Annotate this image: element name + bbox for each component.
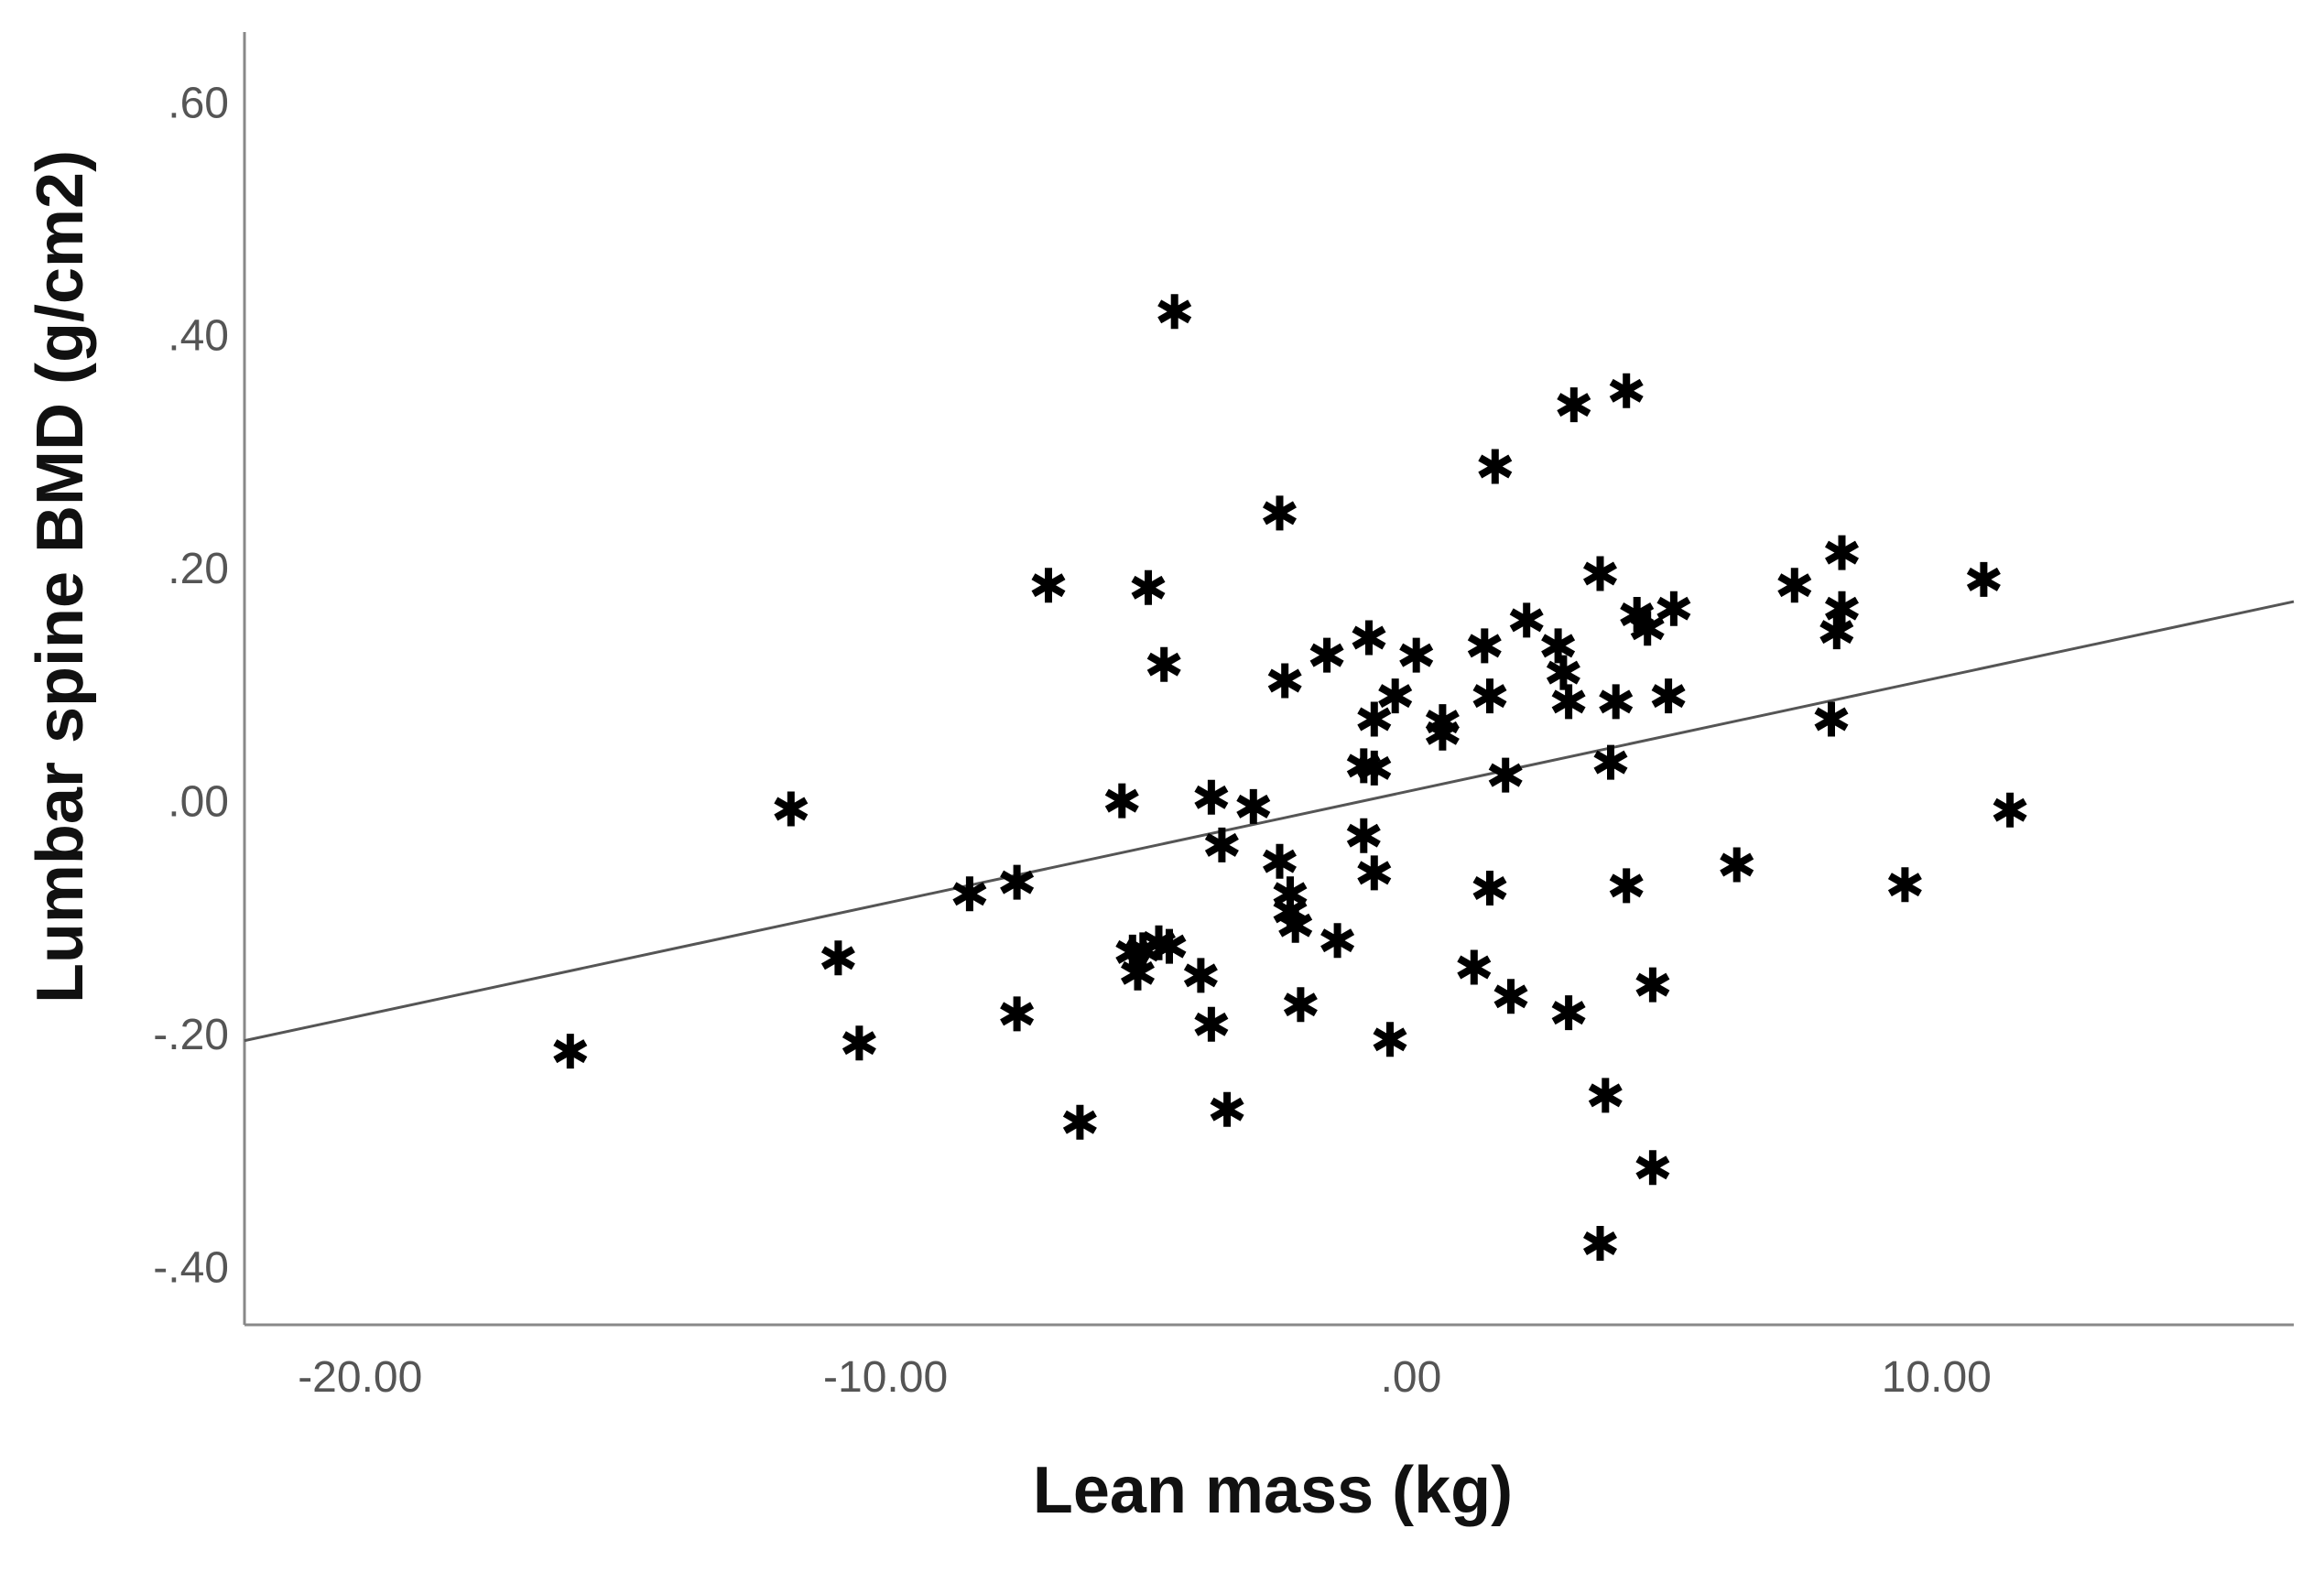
data-point	[844, 1025, 874, 1060]
x-axis-tick-labels: -20.00 -10.00 .00 10.00	[298, 1353, 1992, 1402]
data-point	[1265, 495, 1295, 530]
data-point	[1186, 958, 1216, 992]
data-point	[1134, 570, 1164, 605]
data-point	[1554, 684, 1584, 719]
data-point	[1612, 868, 1642, 903]
data-point	[1491, 758, 1521, 793]
data-point	[1480, 450, 1510, 484]
data-point	[1238, 789, 1268, 824]
data-point	[1637, 968, 1667, 1003]
y-tick-label: -.40	[153, 1243, 229, 1292]
data-point	[1591, 1078, 1621, 1112]
data-point	[1286, 987, 1316, 1022]
data-point	[1779, 568, 1809, 602]
data-points	[555, 294, 2025, 1261]
y-tick-label: .00	[168, 778, 229, 827]
data-point	[1512, 602, 1542, 637]
data-point	[1196, 1007, 1226, 1042]
data-point	[1612, 374, 1642, 408]
x-tick-label: -10.00	[823, 1353, 948, 1402]
data-point	[1817, 702, 1847, 737]
data-point	[1123, 956, 1153, 991]
data-point	[1890, 867, 1920, 902]
data-point	[1375, 1022, 1406, 1057]
regression-fit-line	[244, 600, 2295, 1043]
data-point	[1270, 664, 1300, 699]
data-point	[1034, 568, 1064, 602]
data-point	[1470, 628, 1500, 663]
data-point	[555, 1034, 585, 1068]
x-tick-label: 10.00	[1882, 1353, 1992, 1402]
data-point	[823, 940, 853, 975]
data-point	[1322, 923, 1352, 958]
data-point	[1107, 784, 1137, 819]
data-point	[1585, 557, 1615, 591]
y-tick-label: .60	[168, 79, 229, 127]
data-point	[1821, 614, 1852, 649]
data-point	[1475, 871, 1505, 905]
data-point	[1349, 819, 1379, 853]
y-axis-title: Lumbar spine BMD (g/cm2)	[24, 150, 97, 1003]
data-point	[1995, 793, 2025, 828]
data-point	[1969, 562, 1999, 597]
data-point	[1548, 656, 1579, 690]
data-point	[1827, 536, 1857, 570]
data-point	[1002, 865, 1032, 900]
data-point	[1065, 1105, 1095, 1140]
data-point	[1359, 855, 1389, 890]
data-point	[1543, 628, 1573, 663]
data-point	[1159, 294, 1189, 329]
data-point	[1554, 995, 1584, 1030]
data-point	[1637, 1150, 1667, 1185]
data-point	[1149, 647, 1179, 682]
data-point	[1312, 638, 1342, 673]
data-point	[1496, 979, 1526, 1014]
data-point	[1601, 684, 1631, 719]
data-point	[1558, 387, 1589, 422]
data-point	[1721, 848, 1752, 883]
data-point	[1401, 638, 1431, 673]
data-point	[1459, 950, 1489, 985]
data-point	[776, 792, 806, 827]
data-point	[1212, 1092, 1243, 1127]
data-point	[1380, 678, 1410, 713]
y-tick-label: -.20	[153, 1011, 229, 1059]
data-point	[1265, 844, 1295, 879]
data-point	[1827, 591, 1857, 626]
data-point	[1002, 996, 1032, 1031]
data-point	[1354, 621, 1385, 656]
data-point	[1475, 678, 1505, 713]
data-point	[1585, 1226, 1615, 1261]
data-point	[1428, 716, 1458, 751]
y-tick-label: .40	[168, 312, 229, 361]
x-axis-title: Lean mass (kg)	[1033, 1454, 1513, 1527]
x-tick-label: .00	[1381, 1353, 1442, 1402]
data-point	[1196, 780, 1226, 815]
data-point	[1654, 678, 1684, 713]
data-point	[1359, 702, 1389, 737]
y-tick-label: .20	[168, 545, 229, 593]
x-tick-label: -20.00	[298, 1353, 422, 1402]
y-axis-tick-labels: -.40 -.20 .00 .20 .40 .60	[153, 79, 229, 1292]
